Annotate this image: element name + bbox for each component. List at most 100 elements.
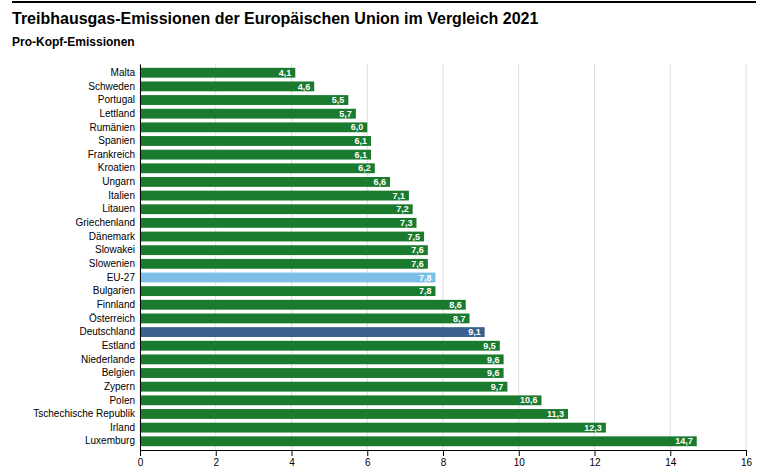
x-tick-mark [595, 450, 596, 456]
x-axis: 0246810121416 [138, 450, 753, 468]
bar [140, 232, 424, 242]
y-tick: Belgien [102, 367, 135, 378]
data-label: 14,7 [675, 436, 693, 446]
bar [140, 409, 568, 419]
data-label: 11,3 [547, 409, 564, 419]
y-tick-label: Bulgarien [93, 285, 135, 296]
bar [140, 436, 697, 446]
data-label: 6,1 [355, 136, 368, 146]
y-tick: Lettland [99, 108, 135, 119]
bar [140, 327, 485, 337]
y-tick: Estland [102, 340, 135, 351]
grid-line [140, 64, 141, 450]
bars [140, 68, 697, 446]
y-tick: Rumänien [89, 122, 135, 133]
y-tick: Slowakei [95, 244, 135, 255]
subtitle: Pro-Kopf-Emissionen [12, 35, 135, 49]
x-tick: 2 [213, 450, 219, 468]
x-tick: 8 [441, 450, 447, 468]
x-tick-label: 8 [441, 457, 447, 468]
data-label: 7,8 [419, 286, 432, 296]
y-tick-label: Slowakei [95, 244, 135, 255]
data-label: 9,7 [491, 382, 504, 392]
y-tick: Polen [109, 395, 135, 406]
y-tick: Portugal [98, 94, 135, 105]
y-tick-label: Slowenien [89, 258, 135, 269]
y-tick-label: Belgien [102, 367, 135, 378]
y-tick: Irland [110, 422, 135, 433]
y-tick: Luxemburg [85, 435, 135, 446]
y-tick-label: Kroatien [98, 162, 135, 173]
grid-line [215, 64, 216, 450]
y-tick-label: Portugal [98, 94, 135, 105]
data-label: 9,5 [483, 341, 496, 351]
x-tick: 16 [741, 450, 753, 468]
y-tick-label: Malta [111, 67, 136, 78]
x-tick: 10 [514, 450, 526, 468]
data-label: 12,3 [584, 423, 602, 433]
data-label: 10,6 [520, 395, 538, 405]
data-label: 5,7 [339, 109, 352, 119]
y-tick-label: Lettland [99, 108, 135, 119]
y-tick-label: Schweden [88, 81, 135, 92]
bar [140, 81, 314, 91]
x-tick-mark [443, 450, 444, 456]
y-tick: Malta [111, 67, 136, 78]
y-tick: Griechenland [76, 217, 135, 228]
y-tick: Dänemark [89, 231, 136, 242]
grid-line [443, 64, 444, 450]
bar [140, 286, 435, 296]
bar [140, 382, 507, 392]
x-tick-mark [367, 450, 368, 456]
x-tick-label: 16 [741, 457, 753, 468]
y-tick-label: Ungarn [102, 176, 135, 187]
bar [140, 273, 435, 283]
data-label: 6,0 [351, 122, 364, 132]
grid-line [746, 64, 747, 450]
x-tick-label: 0 [138, 457, 144, 468]
y-tick-label: Italien [108, 190, 135, 201]
data-label: 6,1 [355, 150, 368, 160]
data-label: 6,2 [358, 163, 371, 173]
y-tick-label: EU-27 [107, 272, 136, 283]
bar [140, 314, 470, 324]
y-tick: Niederlande [81, 354, 135, 365]
x-tick-mark [670, 450, 671, 456]
data-label: 7,5 [408, 232, 421, 242]
y-tick-label: Tschechische Republik [33, 408, 136, 419]
x-tick: 4 [289, 450, 295, 468]
y-tick-label: Irland [110, 422, 135, 433]
y-tick: Spanien [98, 135, 135, 146]
x-tick: 12 [589, 450, 601, 468]
x-tick-mark [140, 450, 141, 456]
y-tick-label: Deutschland [79, 326, 135, 337]
bar [140, 259, 428, 269]
data-label: 6,6 [373, 177, 386, 187]
y-axis-line [140, 65, 141, 451]
data-label: 7,8 [419, 273, 432, 283]
data-label: 8,6 [449, 300, 462, 310]
bar [140, 245, 428, 255]
grid-line [291, 64, 292, 450]
x-tick-label: 2 [213, 457, 219, 468]
x-tick-mark [216, 450, 217, 456]
bar [140, 300, 466, 310]
y-tick-label: Frankreich [88, 149, 135, 160]
bar [140, 354, 504, 364]
y-tick-label: Rumänien [89, 122, 135, 133]
data-label: 9,6 [487, 368, 500, 378]
bar [140, 163, 375, 173]
y-tick-label: Finnland [97, 299, 135, 310]
y-tick-label: Zypern [104, 381, 135, 392]
bar [140, 218, 416, 228]
y-tick: Bulgarien [93, 285, 135, 296]
data-label: 7,1 [392, 191, 405, 201]
y-tick: Frankreich [88, 149, 135, 160]
data-labels: 4,14,65,55,76,06,16,16,26,67,17,27,37,57… [279, 68, 693, 447]
bar [140, 136, 371, 146]
bar [140, 150, 371, 160]
title: Treibhausgas-Emissionen der Europäischen… [12, 10, 538, 27]
grid-line [367, 64, 368, 450]
y-tick: Italien [108, 190, 135, 201]
data-label: 4,1 [279, 68, 292, 78]
